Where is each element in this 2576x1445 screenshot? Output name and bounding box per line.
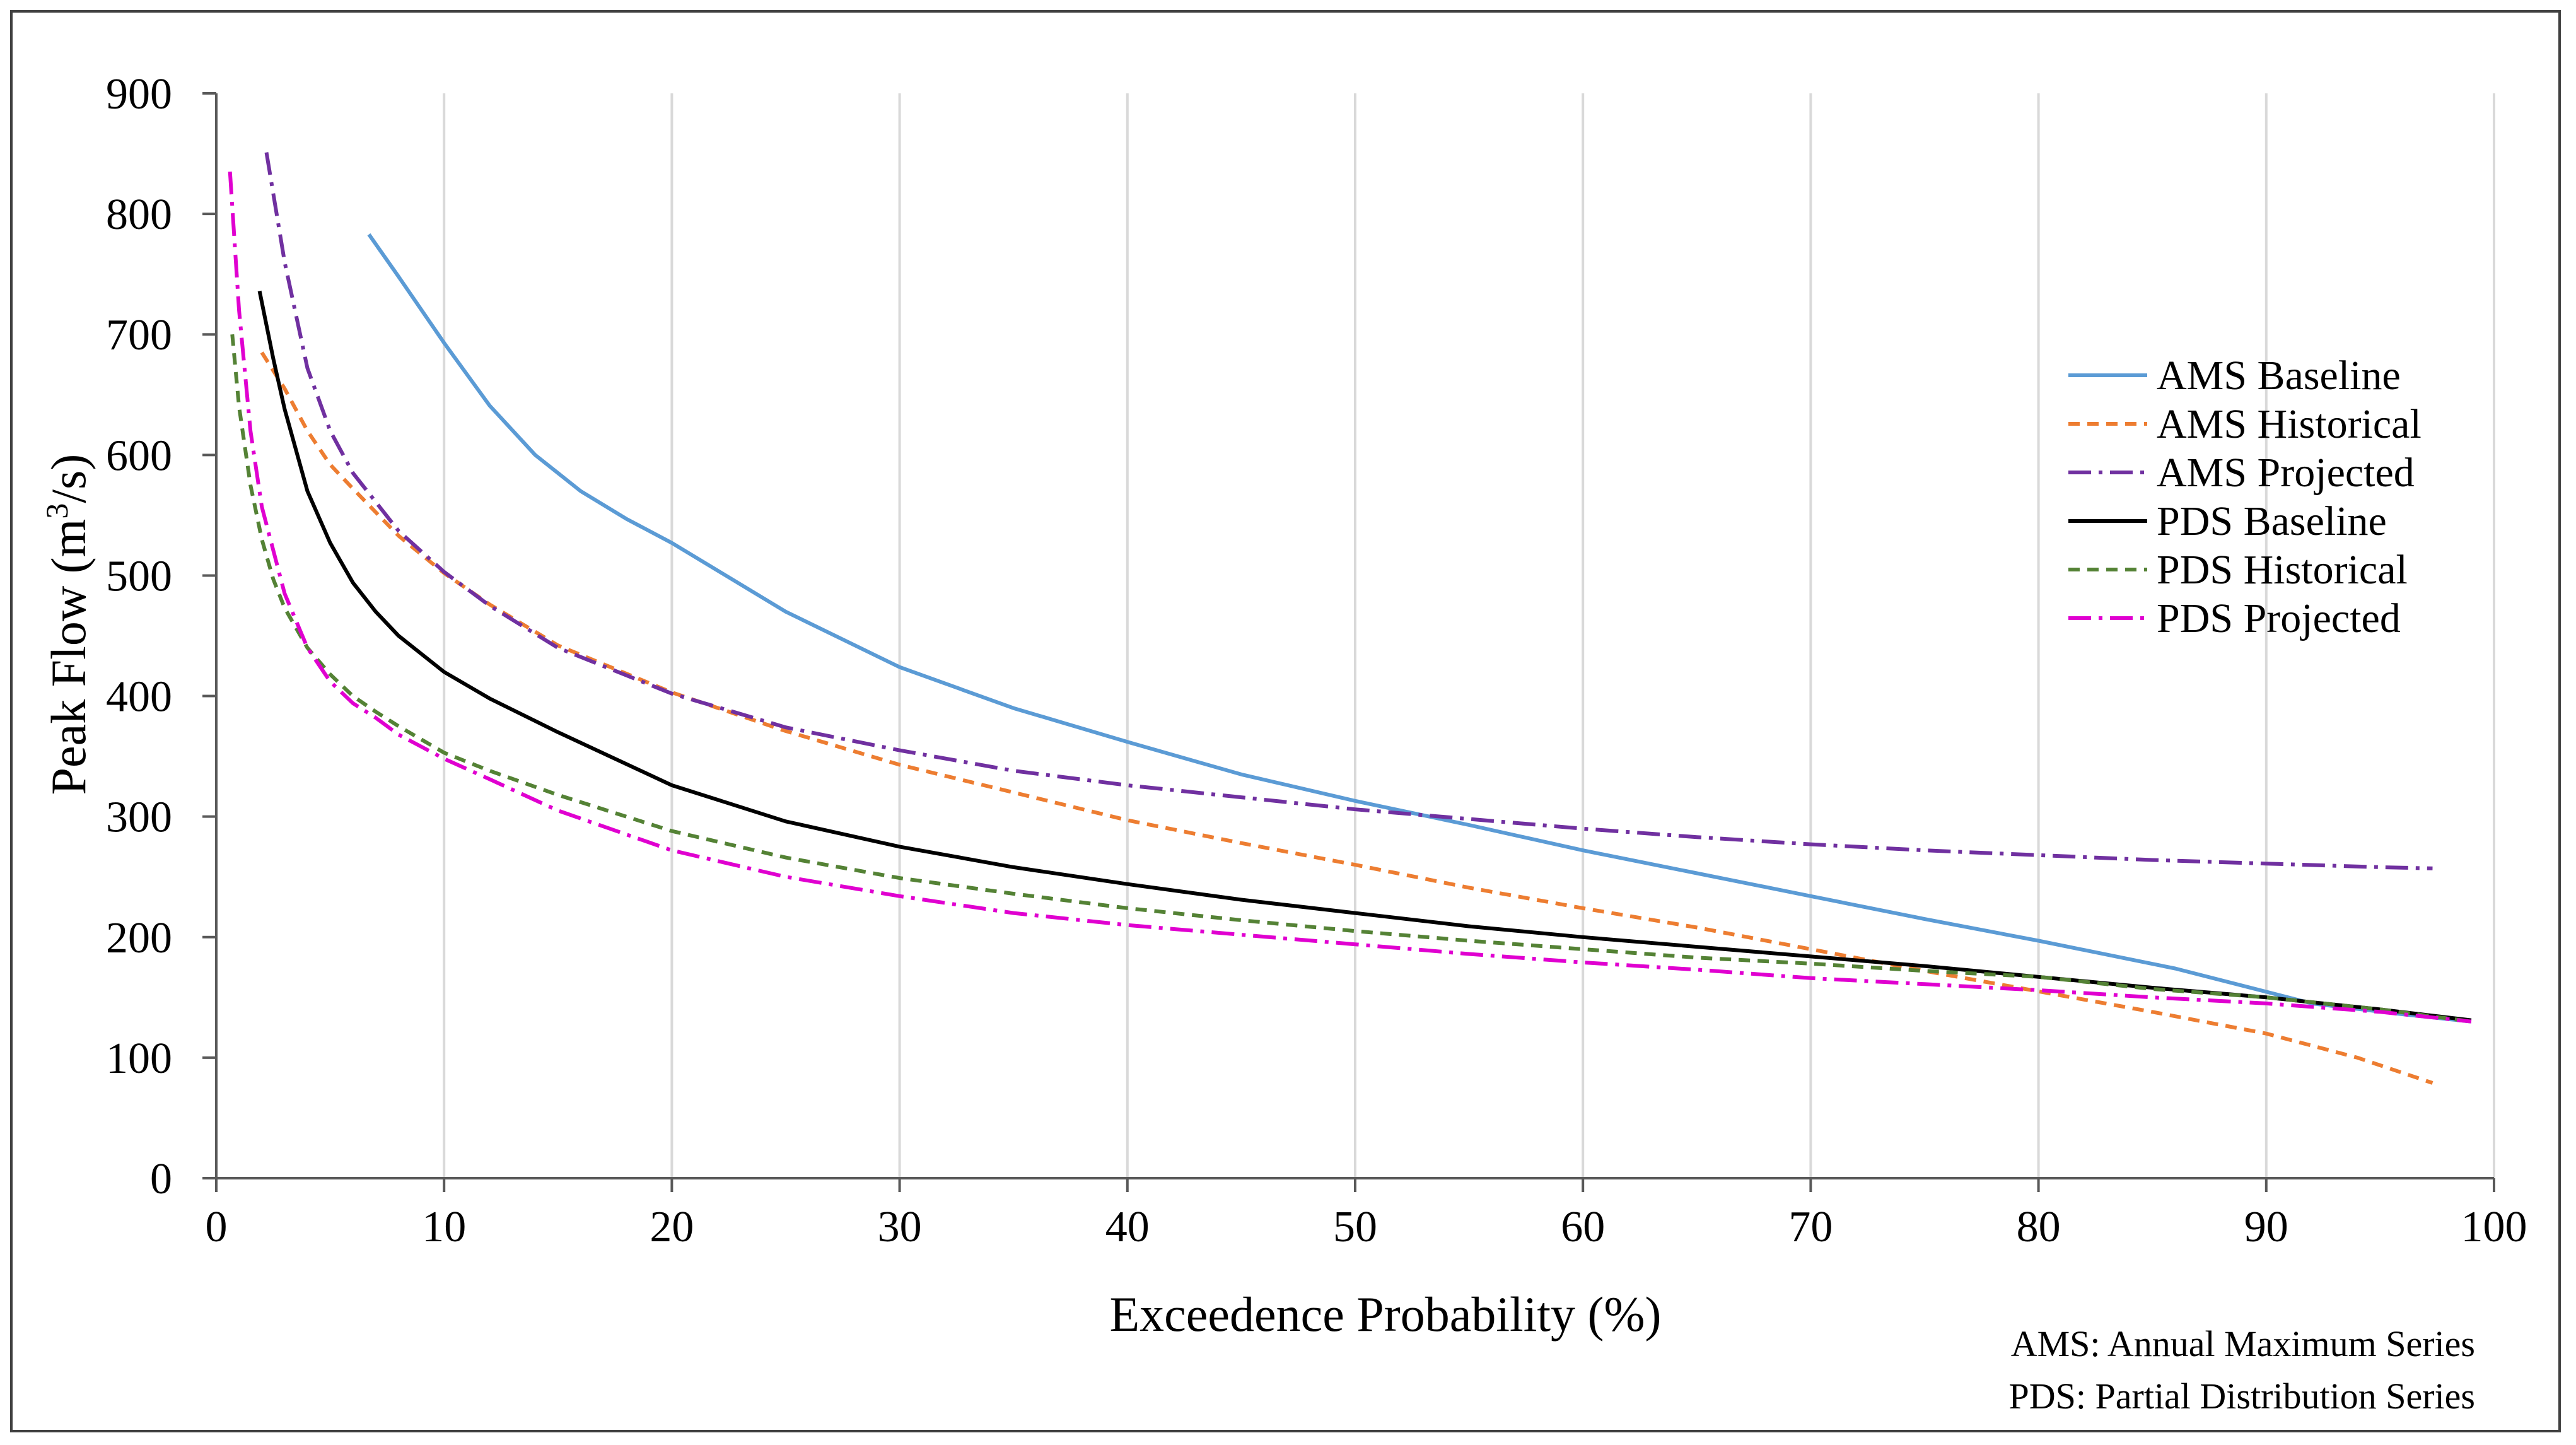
x-tick-label: 60 <box>1561 1203 1605 1251</box>
legend-label: PDS Baseline <box>2157 498 2387 544</box>
y-tick-label: 0 <box>150 1155 172 1203</box>
legend-label: AMS Baseline <box>2157 353 2401 399</box>
tick-labels: 0 100 200 300 400 500 600 700 800 900 0 10 20 30 40 50 6… <box>106 70 2527 1251</box>
x-tick-label: 90 <box>2244 1203 2288 1251</box>
legend-label: PDS Projected <box>2157 595 2401 641</box>
x-axis-label: Exceedence Probability (%) <box>1110 1287 1662 1342</box>
legend-label: AMS Historical <box>2157 401 2422 447</box>
series-line-pds-projected <box>228 172 2472 1024</box>
y-tick-label: 100 <box>106 1034 172 1083</box>
x-tick-label: 80 <box>2017 1203 2061 1251</box>
series-line-pds-historical <box>230 334 2472 1024</box>
series-line-ams-baseline <box>367 233 2472 1024</box>
y-axis-label-sup: 3 <box>39 503 74 519</box>
footnote-pds: PDS: Partial Distribution Series <box>2009 1376 2476 1417</box>
x-tick-label: 40 <box>1105 1203 1150 1251</box>
x-tick-label: 50 <box>1333 1203 1377 1251</box>
y-tick-label: 700 <box>106 311 172 360</box>
series-line-ams-projected <box>264 152 2433 870</box>
y-axis-label-tail: /s) <box>41 454 96 503</box>
series-layer <box>228 152 2472 1085</box>
x-tick-label: 10 <box>422 1203 466 1251</box>
chart-frame <box>10 10 2561 1432</box>
y-tick-label: 800 <box>106 190 172 239</box>
series-line-ams-historical <box>260 351 2433 1085</box>
y-tick-label: 900 <box>106 70 172 119</box>
legend-label: PDS Historical <box>2157 547 2408 593</box>
grid-lines <box>443 93 2495 1178</box>
y-tick-label: 500 <box>106 552 172 600</box>
y-tick-label: 300 <box>106 793 172 842</box>
axes <box>202 92 2495 1192</box>
y-tick-label: 600 <box>106 431 172 480</box>
legend-label: AMS Projected <box>2157 450 2415 496</box>
x-tick-label: 30 <box>878 1203 922 1251</box>
series-line-pds-baseline <box>257 290 2472 1022</box>
footnote-ams: AMS: Annual Maximum Series <box>2011 1323 2475 1364</box>
x-tick-label: 70 <box>1788 1203 1833 1251</box>
y-axis-label: Peak Flow (m3/s) <box>39 454 96 795</box>
y-tick-label: 200 <box>106 914 172 962</box>
x-tick-label: 0 <box>206 1203 228 1251</box>
y-axis-label-main: Peak Flow (m <box>41 519 96 795</box>
x-tick-label: 100 <box>2461 1203 2527 1251</box>
y-tick-label: 400 <box>106 673 172 722</box>
x-tick-label: 20 <box>650 1203 694 1251</box>
